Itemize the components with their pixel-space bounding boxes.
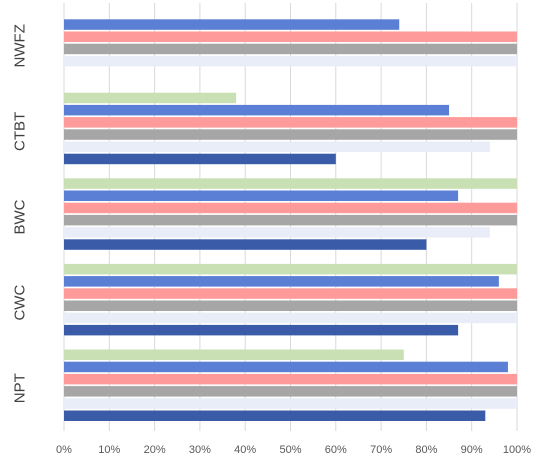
x-tick-label: 20%: [144, 444, 166, 456]
category-label-bwc: BWC: [12, 199, 29, 234]
bar-npt-series-1: [64, 410, 486, 421]
bar-nwfz-series-4: [64, 31, 517, 42]
bar-nwfz-series-2: [64, 55, 517, 67]
x-tick-label: 100%: [503, 444, 531, 456]
bar-cwc-series-4: [64, 288, 517, 299]
bar-npt-series-6: [64, 349, 404, 360]
bar-bwc-series-2: [64, 227, 490, 238]
bar-bwc-series-6: [64, 178, 517, 189]
x-tick-label: 30%: [189, 444, 211, 456]
bars: [64, 19, 517, 421]
y-axis-category-labels: NPT CWC BWC CTBT NWFZ: [12, 24, 29, 403]
x-tick-label: 40%: [234, 444, 256, 456]
x-tick-label: 90%: [461, 444, 483, 456]
category-label-ctbt: CTBT: [12, 112, 29, 151]
bar-ctbt-series-1: [64, 153, 336, 165]
x-tick-label: 60%: [325, 444, 347, 456]
category-label-nwfz: NWFZ: [12, 24, 29, 67]
x-tick-label: 50%: [279, 444, 301, 456]
bar-nwfz-series-5: [64, 19, 400, 30]
x-axis-tick-labels: 0% 10% 20% 30% 40% 50% 60% 70% 80% 90% 100%: [56, 444, 531, 456]
bar-ctbt-series-2: [64, 141, 490, 152]
bar-ctbt-series-6: [64, 92, 237, 104]
x-tick-label: 80%: [415, 444, 437, 456]
bar-bwc-series-4: [64, 202, 517, 214]
bar-npt-series-4: [64, 373, 517, 385]
bar-bwc-series-3: [64, 214, 517, 226]
bar-cwc-series-3: [64, 300, 517, 311]
bar-bwc-series-5: [64, 190, 459, 201]
bar-cwc-series-1: [64, 324, 459, 336]
x-tick-label: 10%: [98, 444, 120, 456]
bar-cwc-series-6: [64, 263, 517, 275]
bar-npt-series-2: [64, 398, 517, 409]
bar-npt-series-5: [64, 361, 508, 373]
bar-ctbt-series-4: [64, 117, 517, 128]
bar-cwc-series-2: [64, 312, 517, 324]
bar-nwfz-series-3: [64, 43, 517, 55]
x-tick-label: 0%: [56, 444, 72, 456]
category-label-cwc: CWC: [12, 285, 29, 321]
bar-bwc-series-1: [64, 239, 427, 250]
bar-npt-series-3: [64, 386, 517, 397]
bar-cwc-series-5: [64, 276, 499, 287]
category-label-npt: NPT: [12, 373, 29, 403]
bar-ctbt-series-3: [64, 129, 517, 140]
x-tick-label: 70%: [370, 444, 392, 456]
bar-ctbt-series-5: [64, 104, 450, 116]
